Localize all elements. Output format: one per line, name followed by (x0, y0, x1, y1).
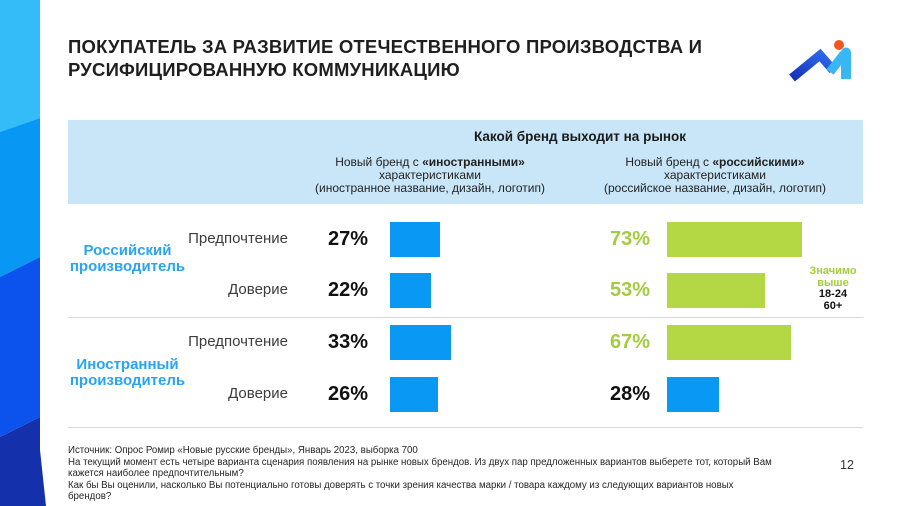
metric-label: Предпочтение (188, 230, 288, 247)
header-question: Какой бренд выходит на рынок (474, 129, 686, 144)
bar-foreign (390, 222, 440, 257)
metric-label: Доверие (228, 281, 288, 298)
significance-group1: 18-24 (818, 288, 848, 300)
column-header-bold: «иностранными» (422, 155, 525, 169)
significance-note: Значимо выше 18-24 60+ (798, 265, 868, 312)
page-number: 12 (840, 458, 854, 472)
group-label-foreign-producer: Иностранный производитель (69, 356, 186, 389)
company-logo-icon (789, 40, 851, 82)
column-header-line3: (иностранное название, дизайн, логотип) (315, 181, 545, 195)
group-divider (68, 317, 863, 318)
footer-notes: Источник: Опрос Ромир «Новые русские бре… (68, 445, 773, 503)
column-header-line2: характеристиками (663, 168, 767, 182)
significance-group2: 60+ (823, 299, 843, 312)
value-russian: 28% (609, 383, 650, 405)
value-russian: 53% (609, 279, 650, 301)
column-header-russian: Новый бренд с «российскими» характеристи… (575, 156, 855, 195)
significance-word1: Значимо (809, 265, 857, 277)
value-russian: 73% (609, 228, 650, 250)
metric-label: Предпочтение (188, 333, 288, 350)
column-header-bold: «российскими» (712, 155, 805, 169)
bar-russian (667, 377, 719, 412)
column-header-line2: характеристиками (378, 168, 482, 182)
left-accent-bar (0, 0, 46, 506)
question-note-1: На текущий момент есть четыре варианта с… (68, 456, 772, 480)
column-header-foreign: Новый бренд с «иностранными» характерист… (300, 156, 560, 195)
table-header-band (68, 120, 863, 204)
bar-russian (667, 222, 803, 257)
bottom-divider (68, 427, 863, 428)
column-header-text: Новый бренд с (335, 155, 423, 169)
metric-label: Доверие (228, 385, 288, 402)
slide-title: ПОКУПАТЕЛЬ ЗА РАЗВИТИЕ ОТЕЧЕСТВЕННОГО ПР… (68, 36, 703, 80)
column-header-text: Новый бренд с (625, 155, 713, 169)
value-foreign: 27% (327, 228, 368, 250)
bar-russian (667, 273, 766, 308)
significance-word2: выше (817, 276, 849, 289)
question-note-2: Как бы Вы оценили, насколько Вы потенциа… (68, 479, 734, 503)
logo-orange-dot (834, 40, 844, 50)
bar-foreign (390, 377, 439, 412)
value-foreign: 22% (327, 279, 368, 301)
bar-foreign (390, 325, 452, 360)
group-label-russian-producer: Российский производитель (69, 242, 186, 275)
value-russian: 67% (609, 331, 650, 353)
bar-foreign (390, 273, 431, 308)
value-foreign: 33% (327, 331, 368, 353)
bar-russian (667, 325, 791, 360)
value-foreign: 26% (327, 383, 368, 405)
source-note: Источник: Опрос Ромир «Новые русские бре… (68, 445, 418, 456)
column-header-line3: (российское название, дизайн, логотип) (604, 181, 826, 195)
